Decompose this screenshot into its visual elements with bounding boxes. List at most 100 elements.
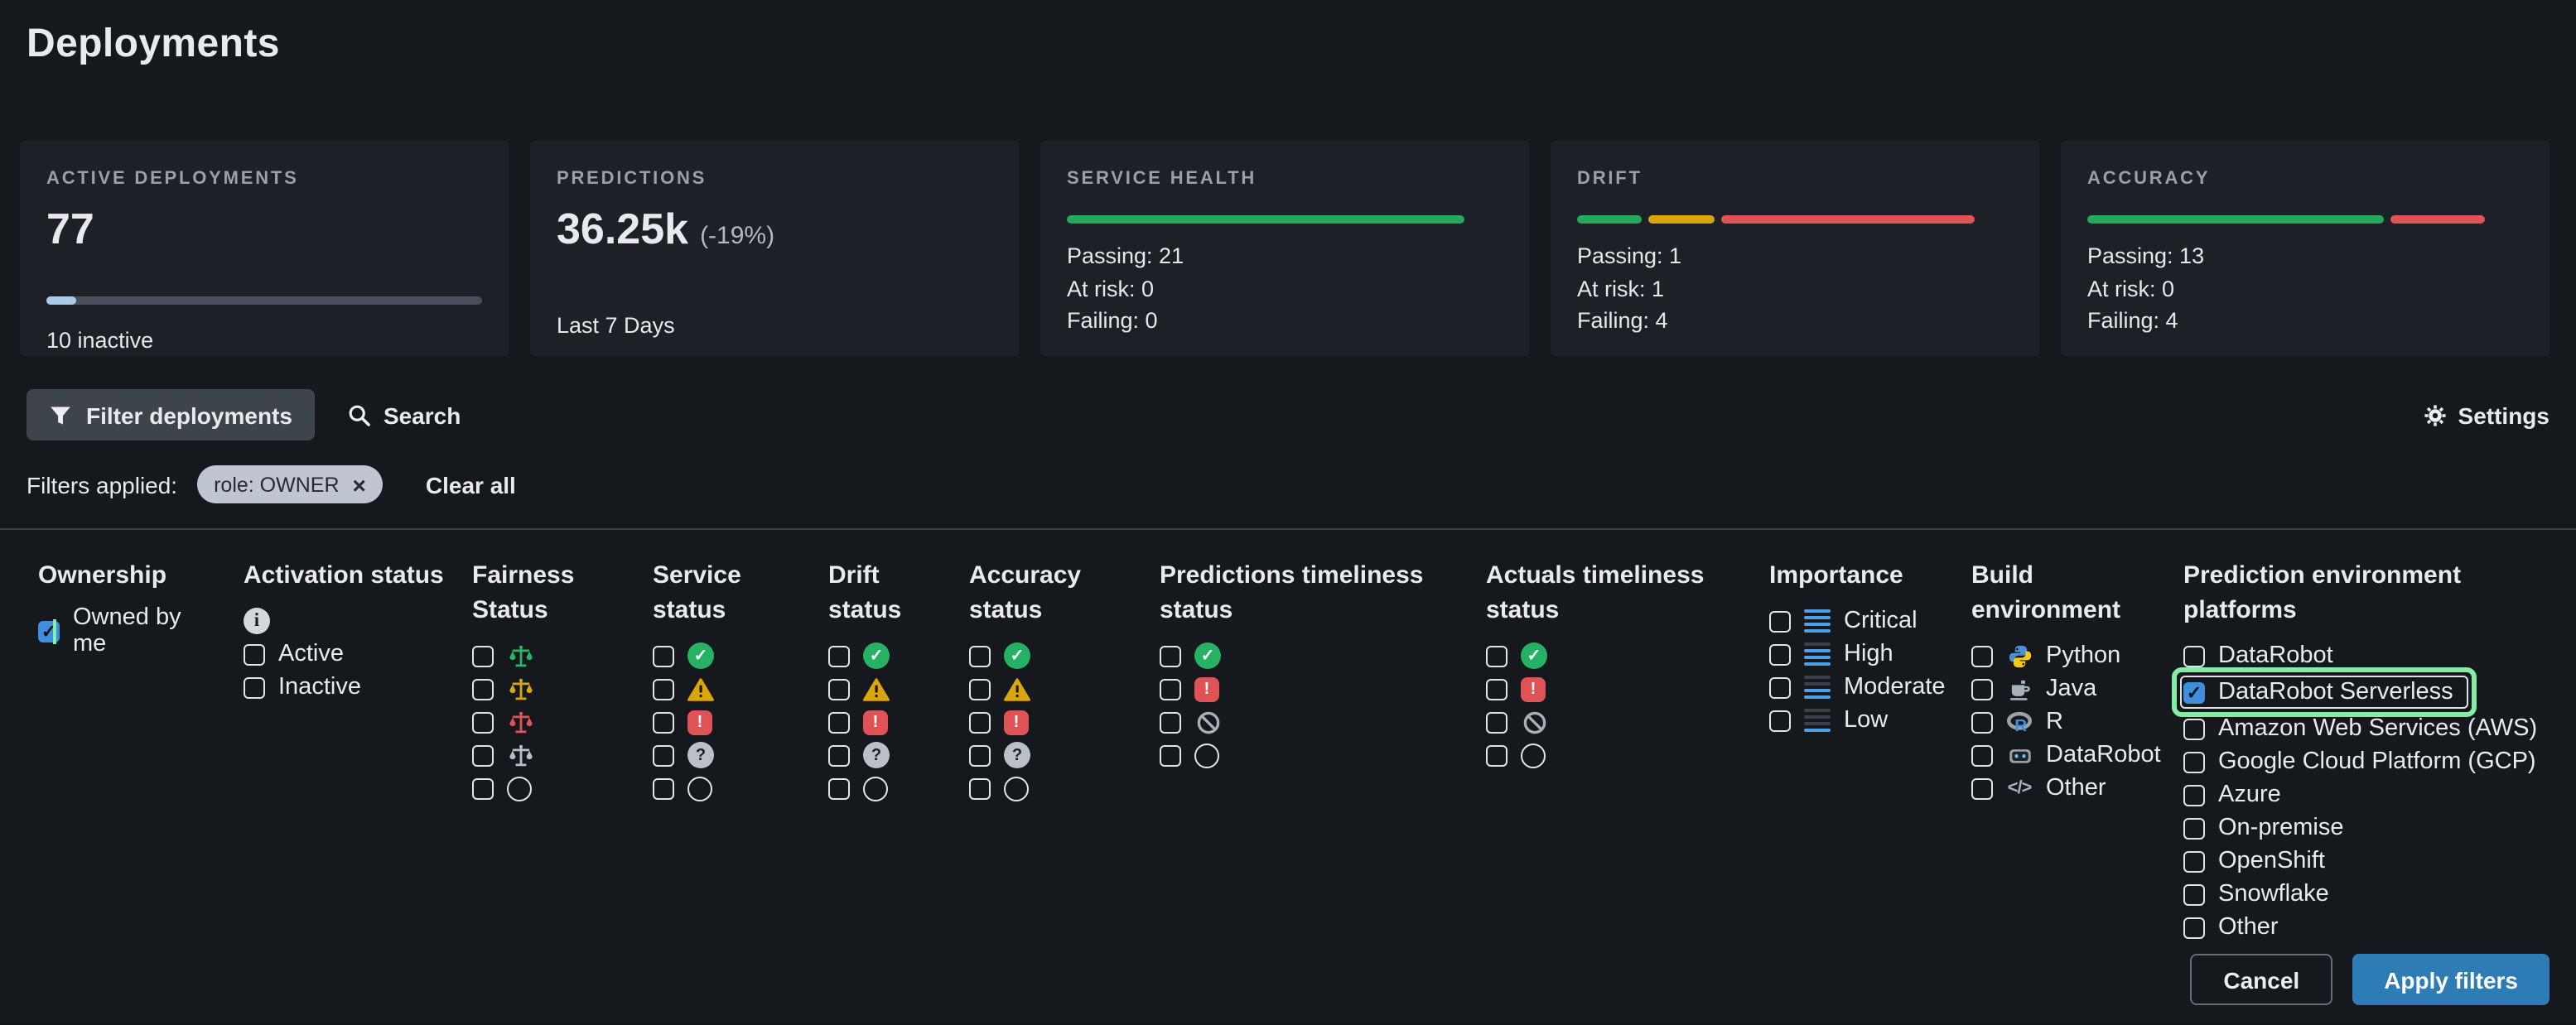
filter-deployments-button[interactable]: Filter deployments	[27, 389, 316, 440]
checkbox[interactable]	[2183, 751, 2205, 772]
checkbox[interactable]	[653, 645, 674, 666]
filter-option-label[interactable]: Inactive	[278, 674, 361, 700]
checkbox[interactable]	[969, 711, 991, 733]
filter-option[interactable]	[1160, 739, 1478, 772]
filter-option[interactable]	[828, 772, 951, 805]
checkbox[interactable]	[653, 777, 674, 799]
filter-option-label[interactable]: Other	[2218, 914, 2279, 941]
checkbox[interactable]	[2183, 645, 2205, 666]
checkbox[interactable]	[1769, 643, 1791, 665]
filter-option[interactable]: Active	[244, 638, 462, 671]
filter-option[interactable]	[472, 639, 605, 672]
filter-option-label[interactable]: DataRobot	[2218, 642, 2333, 669]
filter-option[interactable]: ?	[653, 739, 775, 772]
filter-option[interactable]: Google Cloud Platform (GCP)	[2183, 745, 2561, 778]
checkbox[interactable]	[653, 711, 674, 733]
filter-option[interactable]: !	[1486, 672, 1764, 705]
filter-option[interactable]	[472, 772, 605, 805]
filter-option[interactable]: ✓	[653, 639, 775, 672]
clear-all-button[interactable]: Clear all	[425, 471, 516, 498]
filter-option[interactable]	[1486, 739, 1764, 772]
checkbox[interactable]	[828, 645, 850, 666]
filter-option[interactable]: Inactive	[244, 671, 462, 704]
checkbox[interactable]	[1486, 711, 1507, 733]
filter-option[interactable]	[472, 672, 605, 705]
filter-option[interactable]: ✓	[828, 639, 951, 672]
filter-option[interactable]: ✓	[969, 639, 1112, 672]
filter-option[interactable]: ✓	[1486, 639, 1764, 672]
filter-option[interactable]: !	[1160, 672, 1478, 705]
checkbox[interactable]	[1971, 678, 1993, 700]
filter-option[interactable]: Azure	[2183, 778, 2561, 811]
filter-option[interactable]	[969, 772, 1112, 805]
checkbox[interactable]	[244, 643, 265, 665]
filter-option[interactable]	[828, 672, 951, 705]
checkbox[interactable]	[1160, 711, 1181, 733]
checkbox[interactable]	[472, 645, 494, 666]
filter-option-label[interactable]: Azure	[2218, 782, 2281, 808]
checkbox[interactable]	[472, 744, 494, 766]
filter-option-label[interactable]: Owned by me	[73, 604, 181, 657]
checkbox[interactable]	[969, 678, 991, 700]
filter-option[interactable]: Amazon Web Services (AWS)	[2183, 712, 2561, 745]
settings-button[interactable]: Settings	[2424, 402, 2549, 428]
checkbox[interactable]	[653, 744, 674, 766]
filter-option-label[interactable]: Active	[278, 641, 344, 667]
checkbox[interactable]	[828, 678, 850, 700]
checkbox[interactable]	[472, 678, 494, 700]
checkbox[interactable]	[1486, 744, 1507, 766]
filter-option[interactable]: ?	[828, 739, 951, 772]
filter-option[interactable]: Snowflake	[2183, 878, 2561, 911]
checkbox[interactable]	[2183, 817, 2205, 839]
checkbox[interactable]	[969, 645, 991, 666]
filter-option-label[interactable]: High	[1844, 641, 1893, 667]
checkbox[interactable]	[472, 777, 494, 799]
filter-option-label[interactable]: On-premise	[2218, 815, 2344, 841]
filter-option[interactable]: Python	[1971, 639, 2140, 672]
filter-option[interactable]: ✓ Owned by me	[38, 604, 229, 657]
search-button[interactable]: Search	[349, 402, 461, 428]
filter-option-label[interactable]: Snowflake	[2218, 881, 2329, 907]
checkbox[interactable]	[2183, 883, 2205, 905]
filter-option[interactable]: DataRobot	[2183, 639, 2561, 672]
filter-chip-role-owner[interactable]: role: OWNER ×	[197, 465, 383, 503]
checkbox[interactable]	[1486, 678, 1507, 700]
filter-option[interactable]: Moderate	[1769, 671, 1965, 704]
checkbox[interactable]	[828, 711, 850, 733]
filter-option-label[interactable]: Python	[2046, 642, 2121, 669]
apply-filters-button[interactable]: Apply filters	[2352, 954, 2549, 1005]
filter-option-label[interactable]: R	[2046, 709, 2063, 735]
filter-option[interactable]	[472, 705, 605, 739]
filter-option[interactable]: Low	[1769, 704, 1965, 737]
filter-option-label[interactable]: Moderate	[1844, 673, 1946, 700]
filter-option[interactable]: On-premise	[2183, 811, 2561, 845]
filter-option[interactable]: ✓	[1160, 639, 1478, 672]
filter-option[interactable]	[653, 772, 775, 805]
filter-option[interactable]	[1160, 705, 1478, 739]
checkbox[interactable]	[244, 676, 265, 698]
checkbox[interactable]	[2183, 917, 2205, 938]
filter-option[interactable]: !	[828, 705, 951, 739]
checkbox[interactable]	[1160, 744, 1181, 766]
checkbox[interactable]	[1971, 744, 1993, 766]
filter-option-label[interactable]: Amazon Web Services (AWS)	[2218, 715, 2538, 742]
filter-option-label[interactable]: Other	[2046, 775, 2106, 801]
filter-option[interactable]: !	[653, 705, 775, 739]
filter-option[interactable]: </> Other	[1971, 772, 2140, 805]
filter-option[interactable]: ?	[969, 739, 1112, 772]
checkbox[interactable]	[969, 777, 991, 799]
checkbox[interactable]	[969, 744, 991, 766]
filter-option[interactable]	[653, 672, 775, 705]
checkbox[interactable]	[2183, 718, 2205, 739]
checkbox[interactable]	[1971, 711, 1993, 733]
filter-option[interactable]: !	[969, 705, 1112, 739]
checkbox[interactable]	[2183, 784, 2205, 806]
checked-checkbox[interactable]: ✓	[38, 618, 60, 643]
filter-option[interactable]: ✓ DataRobot Serverless	[2172, 667, 2561, 717]
filter-option[interactable]	[969, 672, 1112, 705]
filter-option[interactable]	[472, 739, 605, 772]
cancel-button[interactable]: Cancel	[2190, 954, 2333, 1005]
checkbox[interactable]	[653, 678, 674, 700]
checkbox[interactable]	[2183, 850, 2205, 872]
